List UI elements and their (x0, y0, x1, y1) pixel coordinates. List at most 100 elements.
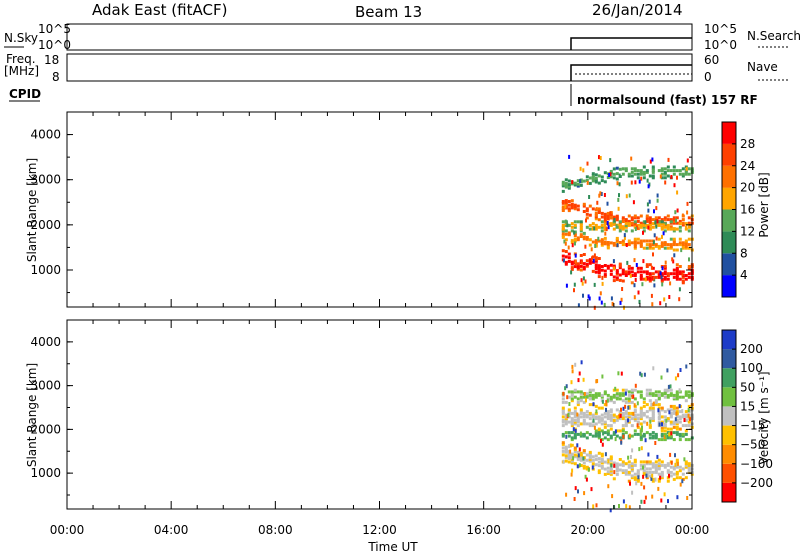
velocity-cell (636, 390, 640, 394)
power-cell (660, 225, 664, 229)
power-cell (593, 226, 596, 231)
velocity-cell (633, 415, 637, 419)
power-cell (651, 157, 654, 162)
velocity-cell (627, 405, 630, 410)
power-cell (648, 174, 652, 178)
velocity-cell (633, 418, 637, 422)
power-cell (561, 220, 565, 224)
power-cell (648, 243, 652, 247)
power-cell (630, 218, 634, 222)
power-cell (622, 219, 625, 223)
power-cell (588, 238, 592, 242)
power-cell (681, 241, 685, 245)
power-cell (672, 169, 676, 173)
velocity-cell (678, 417, 682, 421)
velocity-cell (616, 415, 619, 420)
power-cell (642, 229, 646, 233)
velocity-cell (597, 392, 601, 396)
power-cell (652, 240, 655, 245)
velocity-cell (577, 453, 580, 458)
power-cell (680, 248, 683, 253)
power-cell (660, 172, 664, 176)
power-cell (687, 225, 691, 229)
velocity-cell (660, 375, 663, 380)
power-cell (672, 227, 676, 231)
power-cell (594, 227, 598, 231)
velocity-cell (636, 420, 640, 424)
velocity-cell (651, 436, 655, 440)
velocity-cell (573, 455, 577, 459)
velocity-cell (609, 399, 613, 403)
velocity-cell (672, 410, 676, 414)
velocity-cell (687, 420, 691, 424)
velocity-cell (609, 415, 613, 419)
power-cell (564, 229, 568, 233)
power-cell (579, 166, 582, 171)
power-cell (600, 229, 604, 233)
power-cell (636, 227, 640, 231)
power-cell (651, 176, 655, 180)
velocity-cell (597, 436, 601, 440)
velocity-cell (585, 398, 587, 403)
velocity-cell (675, 432, 679, 436)
velocity-cell (606, 415, 610, 419)
power-cell (588, 181, 592, 185)
velocity-cell (636, 423, 639, 428)
power-cell (615, 278, 619, 282)
velocity-cell (689, 417, 691, 422)
power-cell (579, 180, 583, 184)
velocity-cell (602, 431, 605, 436)
velocity-cell (675, 422, 679, 426)
power-cell (618, 241, 622, 244)
power-cell (687, 246, 691, 250)
velocity-cell (687, 393, 691, 397)
velocity-cell (600, 417, 604, 421)
power-cell (657, 222, 661, 226)
velocity-cell (591, 424, 595, 428)
power-colorbar-segment (722, 231, 736, 254)
velocity-cell (684, 424, 688, 428)
power-cell (647, 184, 650, 189)
nsky-panel: N.Sky 10^5 10^0 10^5 10^0 N.Search (4, 22, 800, 52)
power-cell (678, 277, 682, 281)
power-cell (616, 243, 619, 248)
velocity-cell (657, 462, 661, 466)
power-cell (628, 193, 631, 198)
velocity-cell (566, 395, 569, 400)
power-cell (648, 218, 652, 222)
velocity-cell (684, 415, 688, 419)
power-colorbar-segment (722, 122, 736, 144)
velocity-cell (645, 410, 649, 414)
power-cell (612, 259, 615, 264)
velocity-cell (605, 402, 608, 407)
power-cell (618, 262, 622, 266)
power-cell (590, 247, 593, 252)
velocity-cell (591, 397, 595, 401)
velocity-cell (645, 393, 649, 397)
velocity-cell (627, 411, 631, 415)
power-cell (567, 203, 571, 207)
power-cell (670, 175, 673, 179)
velocity-cell (628, 505, 631, 510)
power-cell (627, 241, 631, 245)
velocity-cell (633, 408, 637, 412)
velocity-cell (618, 458, 622, 461)
velocity-cell (584, 474, 587, 479)
velocity-cell (606, 429, 610, 433)
velocity-cell (585, 413, 589, 417)
power-cell (606, 264, 610, 268)
velocity-colorbar-tick-label: −200 (740, 476, 773, 490)
power-cell (568, 154, 571, 159)
power-cell (630, 241, 634, 245)
velocity-cell (640, 446, 643, 451)
velocity-cell (594, 395, 598, 399)
velocity-cell (585, 465, 589, 469)
velocity-cell (644, 495, 647, 500)
power-cell (579, 229, 583, 233)
power-cell (678, 222, 682, 226)
velocity-cell (660, 429, 664, 433)
power-cell (685, 166, 688, 171)
